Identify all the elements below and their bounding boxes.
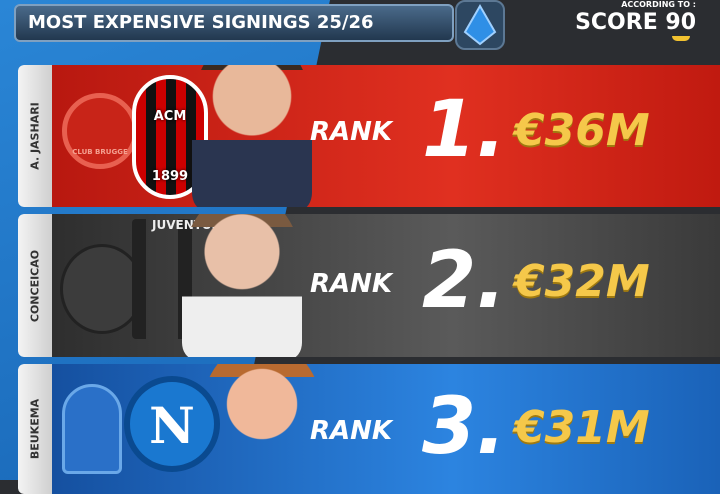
player-name-tab: A. JASHARI [18, 65, 52, 207]
player-name: A. JASHARI [28, 102, 42, 170]
source-name: SCORE 90 [575, 10, 696, 35]
transfer-fee: €32M [514, 256, 650, 307]
rank-label: RANK [310, 269, 393, 299]
transfer-fee: €31M [514, 402, 650, 453]
from-club-crest-text: Club Brugge [72, 148, 128, 156]
player-name: BEUKEMA [28, 398, 42, 460]
player-photo [202, 364, 322, 494]
rank-label: RANK [310, 416, 393, 446]
player-name: CONCEICAO [28, 249, 42, 322]
score90-logo-mark [672, 36, 690, 41]
card-panel: JUVENTUS RANK 2. €32M [52, 214, 720, 357]
rank-number: 1. [422, 85, 506, 175]
transfer-fee: €36M [514, 105, 650, 156]
page-title: MOST EXPENSIVE SIGNINGS 25/26 [14, 4, 454, 42]
source-label: ACCORDING TO : [621, 0, 696, 9]
ranking-card-3: BEUKEMA N RANK 3. €31M [18, 364, 720, 494]
ranking-card-2: CONCEICAO JUVENTUS RANK 2. €32M [18, 214, 720, 357]
card-panel: N RANK 3. €31M [52, 364, 720, 494]
player-photo [182, 214, 302, 357]
bologna-crest-icon [62, 384, 122, 474]
rank-number: 2. [422, 236, 506, 326]
card-panel: Club Brugge ACM 1899 RANK 1. €36M [52, 65, 720, 207]
rank-number: 3. [422, 382, 506, 472]
rank-label: RANK [310, 117, 393, 147]
fc-porto-crest-icon [60, 244, 144, 334]
player-photo [192, 65, 312, 207]
ranking-card-1: A. JASHARI Club Brugge ACM 1899 RANK 1. … [18, 65, 720, 207]
club-brugge-crest-icon: Club Brugge [62, 93, 138, 169]
serie-a-logo-icon [455, 0, 505, 50]
to-club-crest-text: ACM 1899 [151, 109, 189, 184]
to-club-crest-text: N [149, 396, 195, 455]
player-name-tab: CONCEICAO [18, 214, 52, 357]
player-name-tab: BEUKEMA [18, 364, 52, 494]
